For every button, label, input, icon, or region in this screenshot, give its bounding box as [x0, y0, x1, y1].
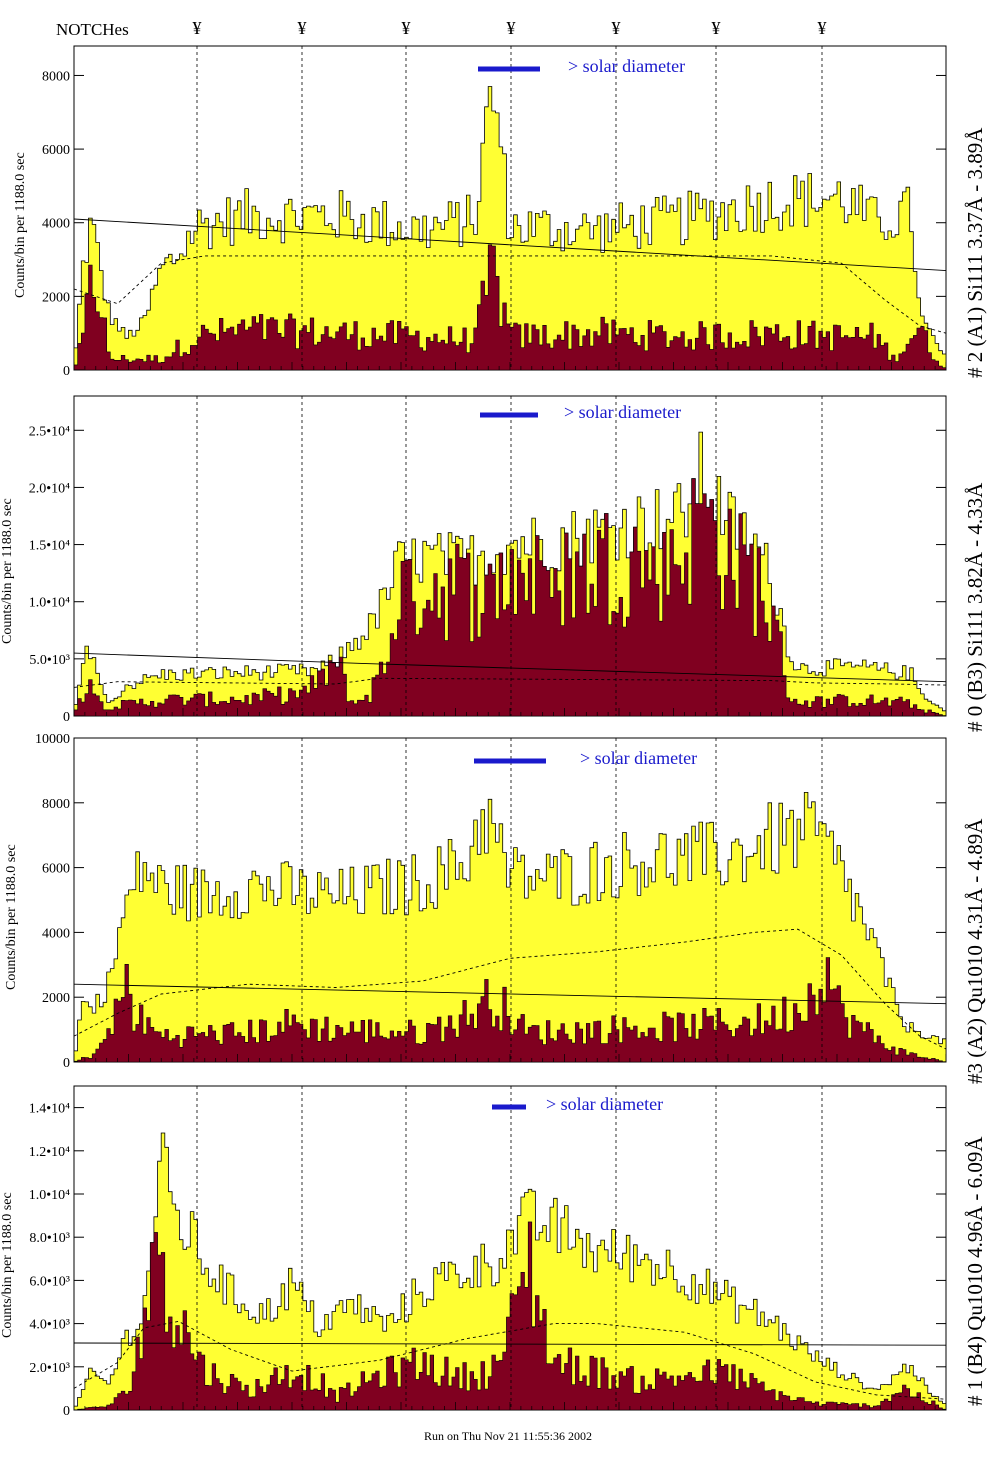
notch-marker: ¥: [817, 18, 827, 38]
y-tick-label: 2.5•10⁴: [29, 424, 70, 439]
dashed-trend-panel-1: [73, 255, 947, 334]
y-tick-label: 0: [63, 710, 70, 725]
histogram-subset-panel-3: [73, 957, 947, 1063]
y-tick-label: 5.0•10³: [29, 653, 70, 668]
y-tick-label: 6000: [42, 143, 70, 158]
histogram-total-panel-1: [73, 86, 947, 371]
y-tick-label: 8.0•10³: [29, 1231, 70, 1246]
run-timestamp: Run on Thu Nov 21 11:55:36 2002: [424, 1429, 593, 1443]
dashed-trend-panel-3: [73, 928, 947, 1050]
y-tick-label: 1.4•10⁴: [29, 1102, 70, 1117]
solid-trend-panel-2: [73, 652, 947, 683]
y-tick-label: 1.0•10⁴: [29, 596, 70, 611]
notch-marker: ¥: [297, 18, 307, 38]
notches-label: NOTCHes: [56, 20, 129, 39]
y-tick-label: 8000: [42, 797, 70, 812]
y-axis-label-panel-2: Counts/bin per 1188.0 sec: [0, 498, 15, 644]
y-tick-label: 0: [63, 1404, 70, 1419]
panel-2-title: # 0 (B3) Si111 3.82Å - 4.33Å: [963, 482, 987, 732]
y-tick-label: 4.0•10³: [29, 1318, 70, 1333]
y-axis-label-panel-3: Counts/bin per 1188.0 sec: [4, 844, 19, 990]
y-tick-label: 2000: [42, 290, 70, 305]
y-tick-label: 6000: [42, 862, 70, 877]
dashed-trend-panel-4: [73, 1320, 947, 1400]
histogram-total-panel-3: [73, 792, 947, 1063]
y-tick-label: 0: [63, 1056, 70, 1071]
notch-marker: ¥: [611, 18, 621, 38]
notch-marker: ¥: [192, 18, 202, 38]
y-tick-label: 1.2•10⁴: [29, 1145, 70, 1160]
legend-text-panel-3: > solar diameter: [580, 748, 698, 768]
panel-3-title: #3 (A2) Qu1010 4.31Å - 4.89Å: [963, 818, 987, 1084]
y-tick-label: 4000: [42, 217, 70, 232]
histogram-subset-panel-1: [73, 244, 947, 371]
solid-trend-panel-3: [73, 983, 947, 1005]
dashed-trend-panel-2: [73, 677, 947, 688]
y-tick-label: 0: [63, 364, 70, 379]
y-tick-label: 2000: [42, 991, 70, 1006]
notch-marker: ¥: [506, 18, 516, 38]
panel-4-title: # 1 (B4) Qu1010 4.96Å - 6.09Å: [963, 1136, 987, 1406]
panel-1-title: # 2 (A1) Si111 3.37Å - 3.89Å: [963, 127, 987, 378]
y-axis-label-panel-4: Counts/bin per 1188.0 sec: [0, 1192, 15, 1338]
legend-text-panel-2: > solar diameter: [564, 402, 682, 422]
y-axis-label-panel-1: Counts/bin per 1188.0 sec: [13, 152, 28, 298]
y-tick-label: 4000: [42, 926, 70, 941]
y-tick-label: 2.0•10⁴: [29, 481, 70, 496]
y-tick-label: 1.5•10⁴: [29, 539, 70, 554]
histogram-subset-panel-4: [73, 1221, 947, 1411]
y-tick-label: 2.0•10³: [29, 1361, 70, 1376]
histogram-total-panel-4: [73, 1132, 947, 1411]
legend-text-panel-1: > solar diameter: [568, 56, 686, 76]
y-tick-label: 1.0•10⁴: [29, 1188, 70, 1203]
y-tick-label: 8000: [42, 69, 70, 84]
notch-marker: ¥: [711, 18, 721, 38]
notch-marker: ¥: [401, 18, 411, 38]
solid-trend-panel-1: [73, 218, 947, 272]
y-tick-label: 10000: [35, 732, 70, 747]
y-tick-label: 6.0•10³: [29, 1274, 70, 1289]
legend-text-panel-4: > solar diameter: [546, 1094, 664, 1114]
histogram-subset-panel-2: [73, 478, 947, 717]
solid-trend-panel-4: [73, 1342, 947, 1346]
